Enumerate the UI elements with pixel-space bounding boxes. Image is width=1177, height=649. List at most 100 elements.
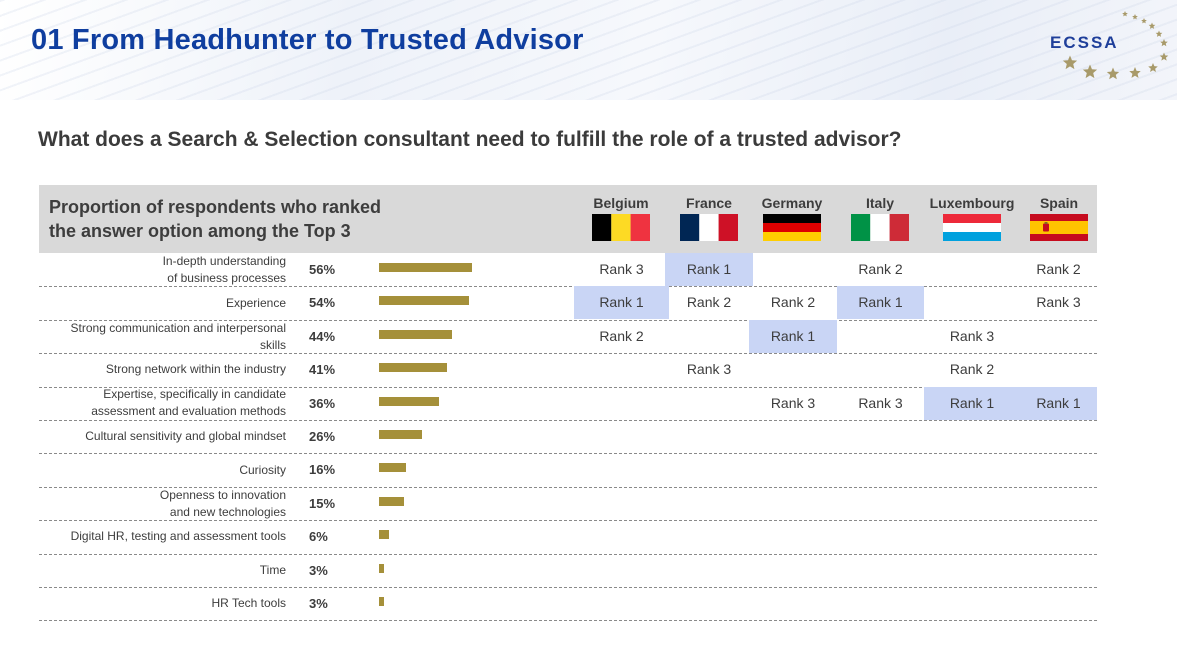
row-divider [39, 319, 1097, 321]
percentage-value: 44% [309, 328, 336, 344]
percentage-bar [379, 463, 406, 473]
germany-flag-icon [763, 214, 821, 241]
row-divider [39, 420, 1097, 421]
italy-flag-icon [851, 214, 909, 241]
row-label: Curiosity [40, 462, 286, 479]
row-divider [39, 386, 1097, 388]
row-divider [39, 620, 1097, 622]
row-label-line: of business processes [167, 270, 286, 285]
rank-cell-spain: Rank 1 [1020, 386, 1097, 420]
table-header-title-line1: Proportion of respondents who ranked [49, 197, 382, 217]
row-label-line: In-depth understanding [162, 253, 286, 268]
rank-cell-italy: Rank 3 [858, 394, 903, 411]
rank-cell-germany: Rank 2 [770, 294, 816, 311]
rank-cell-luxembourg: Rank 2 [949, 361, 995, 378]
star-icon [1155, 30, 1163, 37]
percentage-bar [379, 563, 384, 573]
belgium-flag-icon [592, 214, 650, 241]
percentage-bar [379, 363, 448, 373]
ecssa-logo: ECSSA [1050, 11, 1169, 80]
row-label: Expertise, specifically in candidate asse… [40, 386, 286, 420]
row-label-line: Digital HR, testing and assessment tools [70, 529, 286, 544]
row-label: Cultural sensitivity and global mindset [40, 428, 286, 445]
percentage-value: 41% [309, 362, 336, 378]
rank-cell-luxembourg: Rank 3 [949, 327, 995, 344]
percentage-bar [379, 263, 472, 272]
star-icon [1141, 18, 1147, 24]
percentage-bar [379, 296, 469, 306]
row-label: In-depth understanding of business proces… [40, 253, 286, 287]
row-label-line: Expertise, specifically in candidate [103, 387, 286, 402]
spain-flag-icon [1030, 214, 1088, 241]
star-icon [1082, 64, 1098, 79]
rank-cell-france: Rank 1 [665, 253, 753, 286]
percentage-value: 15% [309, 495, 336, 511]
row-label: Strong network within the industry [40, 361, 286, 378]
row-divider [39, 587, 1097, 588]
page-title: 01 From Headhunter to Trusted Advisor [31, 24, 584, 56]
question-heading: What does a Search & Selection consultan… [38, 128, 902, 151]
percentage-value: 54% [309, 295, 336, 311]
star-icon [1159, 52, 1169, 61]
france-flag-icon [680, 214, 738, 241]
percentage-bar [379, 430, 423, 439]
star-icon [1129, 67, 1141, 78]
row-label-line: Strong communication and interpersonal [70, 320, 286, 335]
star-icon [1106, 67, 1120, 80]
rank-cell-spain: Rank 2 [1036, 261, 1081, 277]
row-label-line: Curiosity [239, 462, 286, 477]
row-label: HR Tech tools [40, 595, 286, 612]
header-background [0, 0, 1177, 100]
row-label-line: Strong network within the industry [105, 362, 286, 377]
percentage-bar [379, 396, 439, 406]
rank-cell-belgium: Rank 1 [574, 286, 669, 320]
percentage-value: 26% [309, 429, 336, 444]
rank-cell-luxembourg: Rank 1 [924, 386, 1020, 420]
column-header-france: France [686, 195, 732, 211]
column-header-spain: Spain [1039, 195, 1079, 211]
logo-text: ECSSA [1050, 33, 1119, 52]
percentage-bar [379, 530, 389, 540]
row-label: Strong communication and interpersonal sk… [40, 320, 286, 354]
row-label-line: HR Tech tools [211, 596, 286, 611]
star-icon [1148, 22, 1156, 29]
row-label-line: Cultural sensitivity and global mindset [85, 429, 286, 444]
rank-cell-belgium: Rank 3 [599, 261, 644, 277]
rank-cell-spain: Rank 3 [1036, 294, 1081, 311]
rank-cell-italy: Rank 2 [858, 261, 903, 277]
luxembourg-flag-icon [943, 214, 1001, 241]
rank-cell-italy: Rank 1 [837, 286, 924, 320]
star-icon [1160, 39, 1168, 47]
table-header [39, 185, 1097, 253]
percentage-bar [379, 597, 384, 606]
row-divider [39, 286, 1097, 288]
star-icon [1122, 11, 1128, 17]
column-header-luxembourg: Luxembourg [929, 195, 1015, 211]
star-icon [1062, 55, 1078, 70]
rank-cell-france: Rank 2 [686, 294, 732, 311]
percentage-value: 3% [309, 562, 328, 578]
column-header-belgium: Belgium [593, 195, 649, 211]
percentage-bar [379, 329, 453, 339]
column-header-germany: Germany [761, 195, 823, 211]
row-divider [39, 486, 1097, 488]
star-icon [1132, 14, 1138, 20]
row-label: Digital HR, testing and assessment tools [40, 528, 286, 545]
percentage-value: 6% [309, 529, 328, 545]
percentage-value: 56% [309, 262, 336, 277]
percentage-value: 16% [309, 462, 336, 478]
row-label-line: Time [259, 562, 286, 577]
rank-cell-belgium: Rank 2 [599, 327, 644, 344]
percentage-value: 3% [309, 596, 328, 611]
row-label: Time [40, 562, 286, 579]
column-header-italy: Italy [865, 195, 894, 211]
row-label-line: and new technologies [169, 504, 286, 519]
row-divider [39, 353, 1097, 355]
row-label-line: assessment and evaluation methods [91, 404, 286, 419]
row-label-line: skills [260, 337, 286, 352]
rank-cell-germany: Rank 1 [749, 319, 837, 353]
table-header-title: Proportion of respondents who ranked the… [49, 195, 389, 243]
star-icon [1148, 63, 1158, 73]
rank-cell-germany: Rank 3 [770, 394, 816, 411]
row-divider [39, 520, 1097, 522]
